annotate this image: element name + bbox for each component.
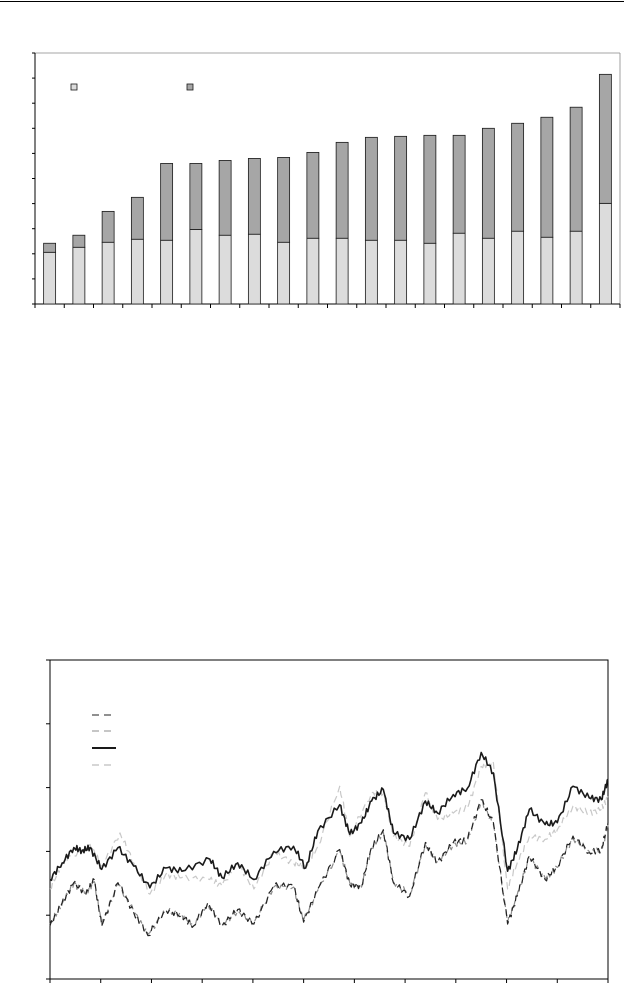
bar-segment-bottom (335, 237, 349, 305)
bar-segment-top (160, 163, 174, 241)
bar-segment-top (394, 135, 408, 241)
line-chart-axes (46, 659, 609, 983)
bar-segment-bottom (218, 234, 232, 305)
bar-segment-bottom (247, 233, 261, 305)
bar-segment-bottom (423, 242, 437, 305)
line-series-1 (49, 799, 609, 937)
page-top-rule (0, 1, 624, 2)
bar-chart-axes (32, 52, 621, 308)
line-chart-series (49, 751, 609, 937)
bar-segment-top (511, 122, 525, 232)
bar-segment-bottom (160, 239, 174, 305)
line-chart (46, 659, 609, 983)
bar-segment-bottom (452, 232, 466, 305)
bar-segment-top (364, 136, 378, 241)
bar-segment-top (306, 151, 320, 239)
bar-segment-top (72, 234, 86, 248)
bar-segment-bottom (101, 241, 115, 305)
bar-segment-bottom (43, 251, 57, 305)
bar-segment-top (189, 163, 203, 230)
bar-segment-bottom (481, 237, 495, 305)
bar-segment-bottom (277, 241, 291, 305)
bar-segment-bottom (511, 230, 525, 305)
bar-segment-bottom (598, 202, 612, 305)
bar-segment-top (335, 141, 349, 239)
bar-segment-top (452, 134, 466, 234)
stacked-bar-chart (32, 52, 621, 308)
line-series-3 (49, 751, 609, 889)
bar-segment-bottom (394, 239, 408, 305)
bar-segment-top (423, 134, 437, 244)
line-chart-legend (92, 714, 116, 766)
bar-segment-bottom (189, 229, 203, 305)
plot-border (49, 659, 609, 980)
bar-segment-top (101, 210, 115, 243)
bar-segment-bottom (540, 236, 554, 305)
bar-segment-bottom (364, 239, 378, 305)
bar-segment-top (277, 157, 291, 243)
bar-segment-top (540, 116, 554, 238)
bar-segment-bottom (130, 238, 144, 305)
legend-swatch-bottom-segment (70, 83, 78, 91)
bar-chart-legend (70, 83, 194, 91)
bar-segment-top (598, 73, 612, 204)
bar-segment-bottom (569, 230, 583, 305)
bar-chart-bars (43, 73, 612, 305)
bar-segment-top (130, 196, 144, 240)
bar-segment-top (218, 160, 232, 236)
bar-segment-top (43, 242, 57, 253)
bar-segment-top (481, 127, 495, 239)
bar-segment-bottom (306, 237, 320, 305)
bar-segment-top (247, 158, 261, 235)
legend-swatch-top-segment (186, 83, 194, 91)
bar-segment-top (569, 106, 583, 232)
line-series-2 (49, 800, 609, 935)
line-series-4 (49, 760, 609, 895)
bar-segment-bottom (72, 246, 86, 305)
